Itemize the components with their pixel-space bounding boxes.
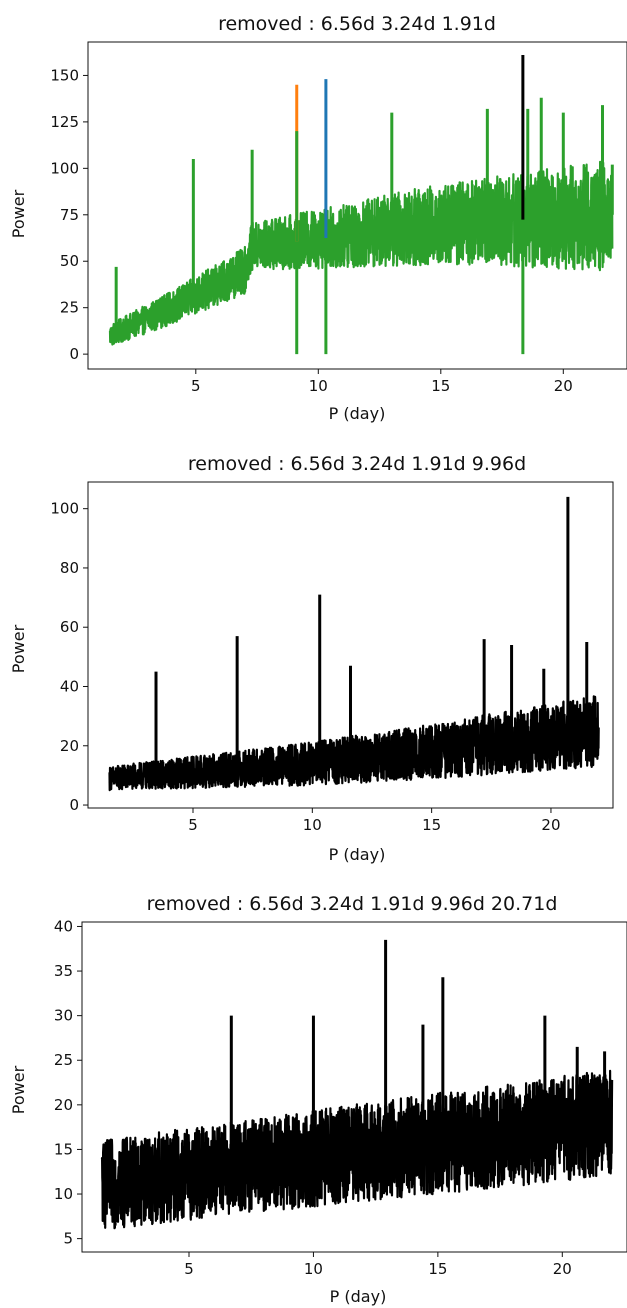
y-tick-label: 25: [60, 299, 79, 317]
y-tick-label: 35: [54, 962, 73, 980]
panel-3-title: removed : 6.56d 3.24d 1.91d 9.96d 20.71d: [147, 893, 558, 915]
panel-3-ylabel: Power: [9, 1065, 28, 1114]
axes-frame: [87, 481, 614, 809]
y-tick-label: 0: [69, 796, 79, 814]
y-tick-label: 20: [60, 737, 79, 755]
y-tick-label: 100: [50, 500, 79, 518]
y-tick-label: 60: [60, 618, 79, 636]
x-tick-label: 15: [431, 377, 450, 395]
panel-3-plot-area: 5 10 15 20 5 10 15 20 25 30 35 40: [54, 917, 627, 1278]
panel-1-ylabel: Power: [9, 189, 28, 238]
y-tick-label: 40: [54, 917, 73, 935]
series-band: [108, 160, 614, 346]
y-tick-label: 75: [60, 206, 79, 224]
panel-2-xlabel: P (day): [329, 845, 386, 864]
y-tick-label: 0: [69, 345, 79, 363]
axes-frame: [87, 41, 627, 370]
y-tick-label: 80: [60, 559, 79, 577]
y-tick-label: 20: [54, 1096, 73, 1114]
axes-frame: [81, 921, 627, 1253]
y-tick-label: 5: [63, 1230, 73, 1248]
panel-2-plot-area: 5 10 15 20 0 20 40 60 80 100: [50, 481, 614, 834]
panel-2-ylabel: Power: [9, 624, 28, 673]
y-tick-label: 10: [54, 1185, 73, 1203]
y-tick-label: 150: [50, 66, 79, 84]
y-tick-label: 30: [54, 1007, 73, 1025]
panel-1: removed : 6.56d 3.24d 1.91d P (day) Powe…: [9, 13, 627, 423]
panel-1-xlabel: P (day): [329, 404, 386, 423]
series-band: [108, 695, 600, 792]
x-tick-label: 10: [304, 1260, 323, 1278]
x-tick-label: 15: [422, 816, 441, 834]
panel-2-title: removed : 6.56d 3.24d 1.91d 9.96d: [188, 453, 526, 475]
x-tick-label: 5: [188, 816, 198, 834]
series-band: [100, 1069, 614, 1230]
x-tick-label: 15: [428, 1260, 447, 1278]
y-tick-label: 125: [50, 113, 79, 131]
x-tick-label: 5: [191, 377, 201, 395]
y-tick-label: 25: [54, 1051, 73, 1069]
panel-3: removed : 6.56d 3.24d 1.91d 9.96d 20.71d…: [9, 893, 627, 1306]
y-tick-label: 40: [60, 677, 79, 695]
x-tick-label: 10: [303, 816, 322, 834]
y-tick-label: 50: [60, 252, 79, 270]
panel-1-plot-area: 5 10 15 20 0 25 50 75 100 125 150: [50, 41, 627, 395]
y-tick-label: 15: [54, 1140, 73, 1158]
panel-3-xlabel: P (day): [330, 1287, 387, 1306]
x-tick-label: 20: [554, 377, 573, 395]
panel-1-title: removed : 6.56d 3.24d 1.91d: [218, 13, 496, 35]
x-tick-label: 5: [184, 1260, 194, 1278]
x-tick-label: 20: [541, 816, 560, 834]
x-tick-label: 20: [553, 1260, 572, 1278]
x-tick-label: 10: [309, 377, 328, 395]
y-tick-label: 100: [50, 159, 79, 177]
panel-2: removed : 6.56d 3.24d 1.91d 9.96d P (day…: [9, 453, 614, 864]
